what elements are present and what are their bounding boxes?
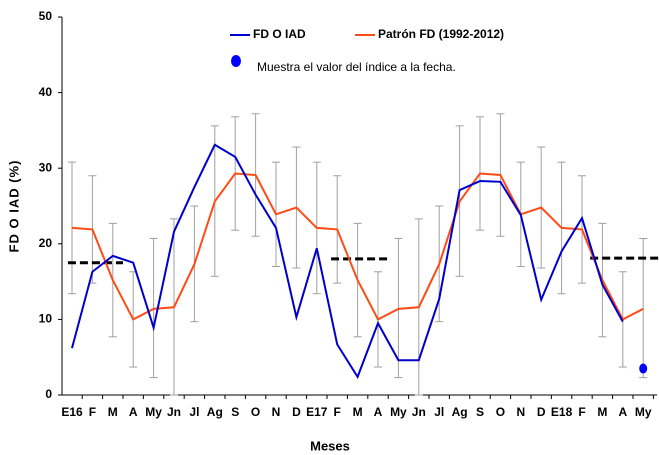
x-tick-label: Jn <box>167 405 181 419</box>
x-tick-label: My <box>145 405 162 419</box>
x-tick-label: My <box>390 405 407 419</box>
x-axis-label: Meses <box>310 438 350 453</box>
x-tick-label: E17 <box>306 405 328 419</box>
data-line <box>71 143 624 380</box>
y-tick-label: 40 <box>39 85 53 99</box>
legend-label: Muestra el valor del índice a la fecha. <box>257 60 456 74</box>
x-tick-label: M <box>353 405 363 419</box>
y-tick-label: 0 <box>45 387 52 401</box>
y-tick-label: 30 <box>39 160 53 174</box>
error-bar <box>639 238 648 379</box>
y-tick-label: 50 <box>39 9 53 23</box>
x-tick-label: A <box>374 405 383 419</box>
y-tick-label: 10 <box>39 312 53 326</box>
x-tick-label: D <box>292 405 301 419</box>
x-tick-label: S <box>231 405 239 419</box>
x-tick-label: Ag <box>452 405 468 419</box>
x-tick-label: Jl <box>434 405 444 419</box>
data-point <box>639 363 648 374</box>
x-tick-label: S <box>476 405 484 419</box>
x-tick-label: Jn <box>412 405 426 419</box>
x-tick-label: E16 <box>61 405 83 419</box>
x-tick-label: A <box>129 405 138 419</box>
x-tick-label: N <box>516 405 525 419</box>
x-tick-label: F <box>578 405 585 419</box>
x-tick-label: M <box>597 405 607 419</box>
x-tick-label: D <box>537 405 546 419</box>
y-axis-label: FD O IAD (%) <box>6 160 21 253</box>
x-tick-label: O <box>496 405 505 419</box>
x-tick-label: A <box>618 405 627 419</box>
legend-label: Patrón FD (1992-2012) <box>378 27 504 41</box>
legend-label: FD O IAD <box>253 27 306 41</box>
x-tick-label: F <box>89 405 96 419</box>
x-tick-label: F <box>334 405 341 419</box>
x-tick-label: M <box>108 405 118 419</box>
x-tick-label: O <box>251 405 260 419</box>
y-tick-label: 20 <box>39 236 53 250</box>
data-line <box>71 172 644 321</box>
x-tick-label: Jl <box>189 405 199 419</box>
legend-swatch <box>231 55 241 67</box>
x-tick-label: Ag <box>207 405 223 419</box>
x-tick-label: E18 <box>551 405 573 419</box>
x-tick-label: N <box>272 405 281 419</box>
x-tick-label: My <box>635 405 652 419</box>
